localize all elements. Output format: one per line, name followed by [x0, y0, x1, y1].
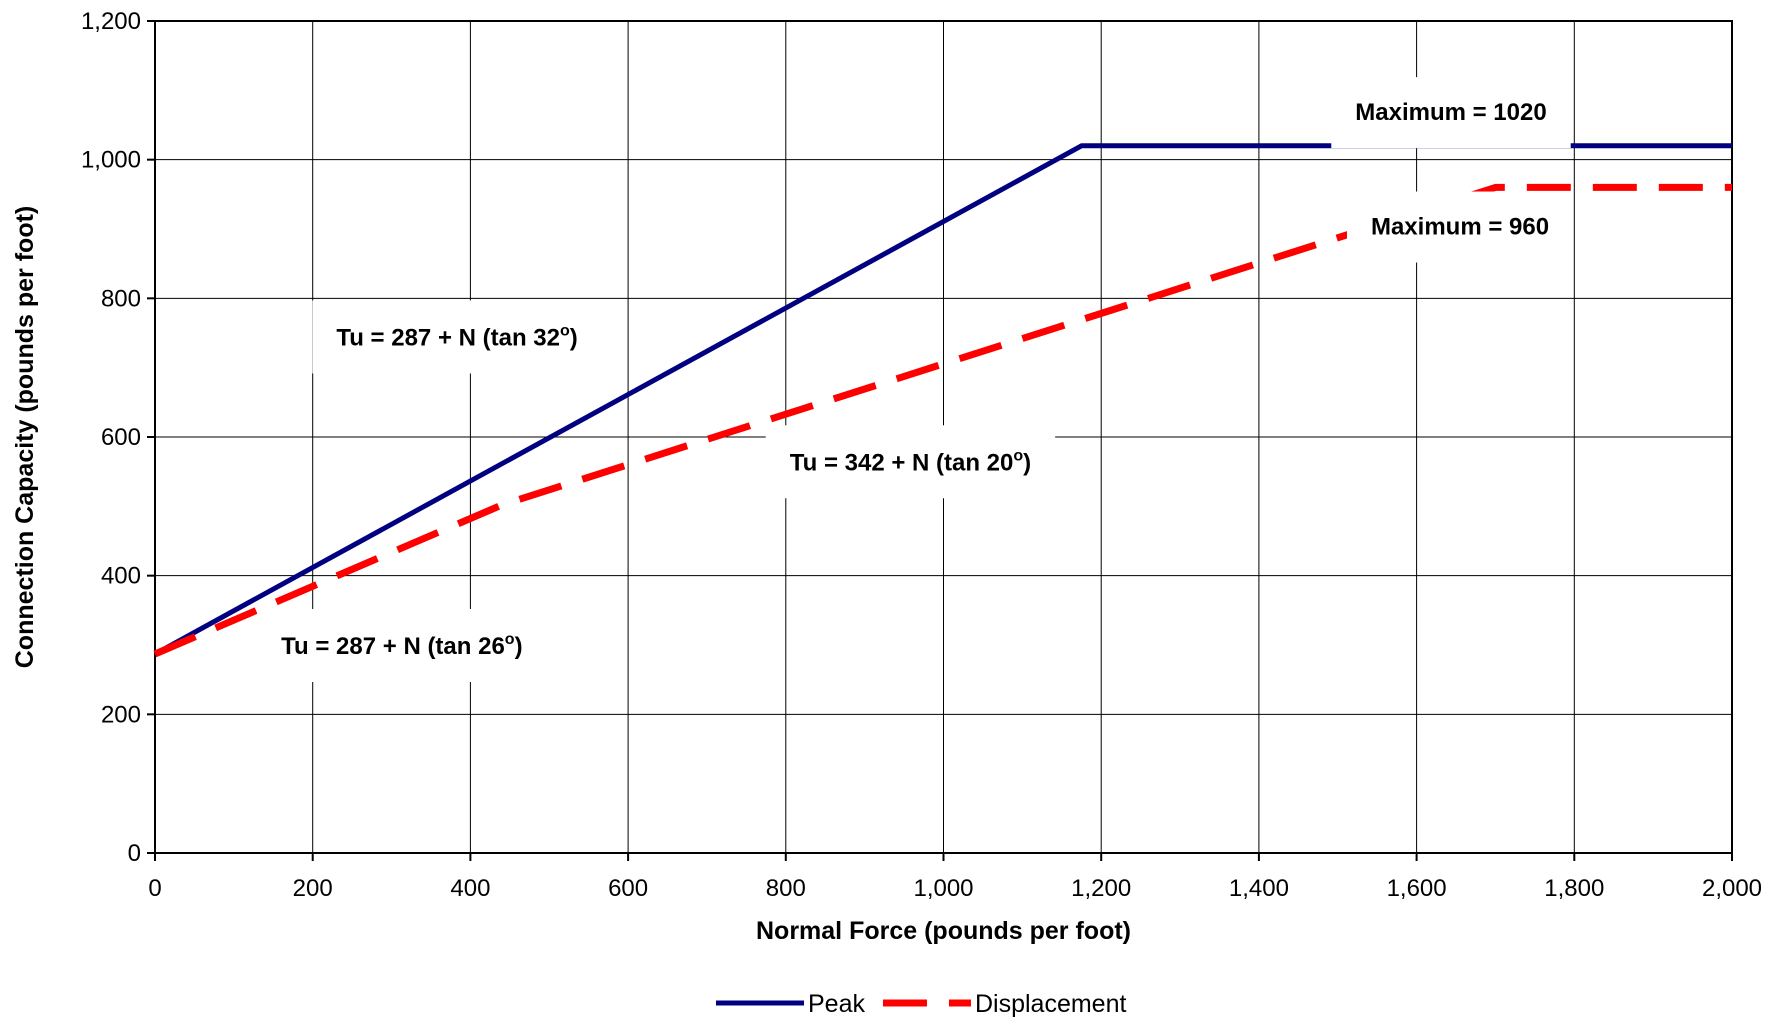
- annotation-close-2: ): [515, 633, 523, 660]
- annotation-sup-2: o: [505, 631, 515, 648]
- x-tick-label-8: 1,600: [1387, 875, 1447, 902]
- annotation-close-0: ): [570, 324, 578, 351]
- x-tick-label-0: 0: [148, 875, 161, 902]
- annotation-text-4: Maximum = 960: [1371, 214, 1549, 241]
- annotation-main-2: Tu = 287 + N (tan 26: [281, 633, 505, 660]
- annotation-text-2: Tu = 287 + N (tan 26o): [281, 631, 522, 660]
- annotation-close-1: ): [1023, 449, 1031, 476]
- x-tick-label-7: 1,400: [1229, 875, 1289, 902]
- annotation-2: Tu = 287 + N (tan 26o): [257, 609, 547, 682]
- y-tick-label-2: 400: [101, 563, 141, 590]
- annotation-box-4: [1346, 191, 1574, 263]
- y-tick-label-3: 600: [101, 424, 141, 451]
- annotation-main-3: Maximum = 1020: [1355, 99, 1546, 126]
- legend: Peak Displacement: [716, 990, 1126, 1018]
- y-tick-label-5: 1,000: [81, 147, 141, 174]
- annotation-4: Maximum = 960: [1346, 191, 1574, 263]
- legend-label-peak: Peak: [808, 990, 865, 1018]
- legend-label-displacement: Displacement: [975, 990, 1127, 1018]
- annotation-3: Maximum = 1020: [1331, 77, 1571, 149]
- annotation-sup-0: o: [560, 322, 570, 339]
- annotation-1: Tu = 342 + N (tan 20o): [765, 425, 1056, 499]
- annotation-box-2: [257, 609, 547, 682]
- ticks: 0 200 400 600 800 1,000 1,200 1,400 1,600 1,800 2,…: [81, 8, 1762, 902]
- x-axis-title: Normal Force (pounds per foot): [756, 917, 1131, 945]
- series-line-displacement: [153, 183, 1732, 658]
- x-tick-label-10: 2,000: [1702, 875, 1762, 902]
- y-axis-title: Connection Capacity (pounds per foot): [11, 206, 39, 669]
- annotation-main-1: Tu = 342 + N (tan 20: [790, 449, 1014, 476]
- x-tick-label-4: 800: [766, 875, 806, 902]
- annotation-text-1: Tu = 342 + N (tan 20o): [790, 447, 1031, 476]
- annotation-0: Tu = 287 + N (tan 32o): [312, 300, 602, 374]
- x-tick-label-5: 1,000: [913, 875, 973, 902]
- annotation-main-4: Maximum = 960: [1371, 214, 1549, 241]
- x-tick-label-1: 200: [293, 875, 333, 902]
- annotations: Tu = 287 + N (tan 32o)Tu = 342 + N (tan …: [257, 77, 1574, 682]
- annotation-box-0: [312, 300, 602, 374]
- x-tick-label-9: 1,800: [1544, 875, 1604, 902]
- annotation-text-0: Tu = 287 + N (tan 32o): [336, 322, 577, 351]
- y-tick-label-0: 0: [128, 840, 141, 867]
- x-tick-label-6: 1,200: [1071, 875, 1131, 902]
- annotation-box-1: [765, 425, 1056, 499]
- y-tick-label-4: 800: [101, 285, 141, 312]
- x-tick-label-2: 400: [450, 875, 490, 902]
- y-tick-label-6: 1,200: [81, 8, 141, 35]
- y-tick-label-1: 200: [101, 701, 141, 728]
- annotation-sup-1: o: [1013, 447, 1023, 464]
- annotation-box-3: [1331, 77, 1571, 149]
- x-tick-label-3: 600: [608, 875, 648, 902]
- annotation-main-0: Tu = 287 + N (tan 32: [336, 324, 560, 351]
- annotation-text-3: Maximum = 1020: [1355, 99, 1546, 126]
